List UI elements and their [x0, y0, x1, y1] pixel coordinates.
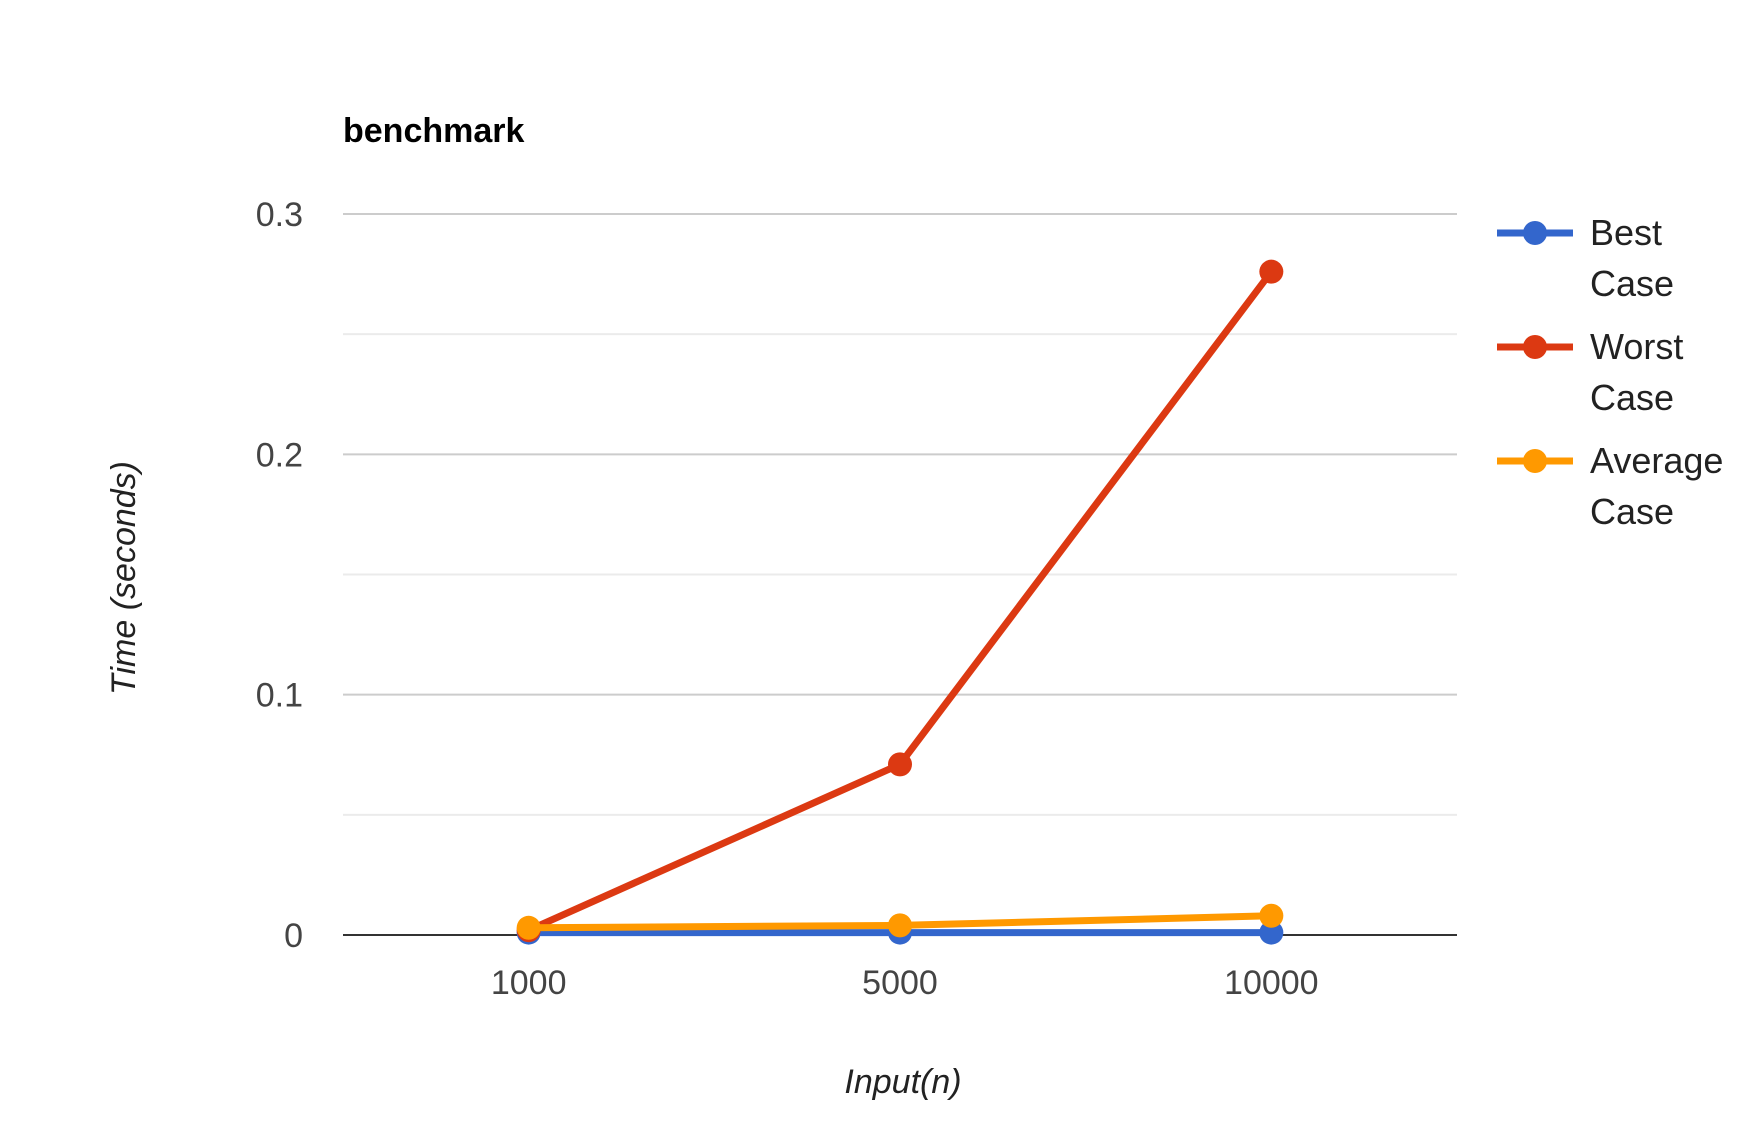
data-point-worst-case[interactable] — [888, 752, 912, 777]
legend-swatch-marker — [1523, 335, 1547, 359]
legend-swatch-marker — [1523, 221, 1547, 245]
legend-item-worst-case[interactable]: Worst Case — [1497, 326, 1683, 418]
chart-title: benchmark — [343, 112, 524, 150]
y-tick-label: 0.1 — [256, 677, 303, 715]
x-axis-ticks: 1000 5000 10000 — [491, 964, 1319, 1002]
legend-label: Case — [1590, 491, 1674, 532]
series-average-case — [516, 903, 1284, 940]
x-tick-label: 5000 — [862, 964, 938, 1002]
legend: Best Case Worst Case Average Case — [1497, 212, 1723, 532]
data-point-best-case[interactable] — [1259, 920, 1284, 945]
legend-item-best-case[interactable]: Best Case — [1497, 212, 1674, 304]
y-axis-label: Time (seconds) — [105, 461, 143, 695]
data-point-average-case[interactable] — [1259, 903, 1284, 928]
data-point-worst-case[interactable] — [1259, 259, 1284, 284]
legend-label: Case — [1590, 377, 1674, 418]
x-tick-label: 1000 — [491, 964, 567, 1002]
legend-label: Worst — [1590, 326, 1683, 367]
series-worst-case — [516, 259, 1284, 943]
legend-item-average-case[interactable]: Average Case — [1497, 440, 1723, 532]
x-tick-label: 10000 — [1224, 964, 1319, 1002]
series-line-worst-case — [525, 268, 1275, 934]
y-tick-label: 0.2 — [256, 436, 303, 474]
series-lines — [516, 259, 1284, 945]
x-axis-label: Input(n) — [844, 1063, 961, 1101]
data-point-average-case[interactable] — [516, 915, 541, 940]
y-axis-ticks: 0 0.1 0.2 0.3 — [256, 196, 303, 955]
legend-label: Case — [1590, 263, 1674, 304]
y-tick-label: 0 — [284, 917, 303, 955]
data-point-average-case[interactable] — [888, 913, 912, 938]
y-tick-label: 0.3 — [256, 196, 303, 234]
gridlines — [343, 213, 1457, 936]
legend-swatch-marker — [1523, 449, 1547, 473]
legend-label: Average — [1590, 440, 1723, 481]
legend-label: Best — [1590, 212, 1662, 253]
